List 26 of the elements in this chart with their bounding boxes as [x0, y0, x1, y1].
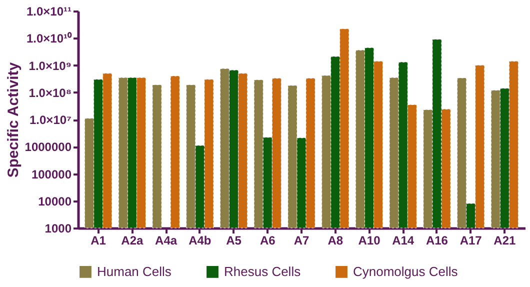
y-tick-label: 1.0×10⁷	[30, 113, 72, 127]
y-tick-label: 1.0×10⁸	[28, 86, 72, 100]
y-tick-label: 1000	[44, 222, 72, 236]
x-tick-label: A5	[226, 234, 242, 248]
x-tick-label: A21	[494, 234, 516, 248]
x-tick-label: A2a	[121, 234, 144, 248]
legend-label: Cynomolgus Cells	[353, 264, 458, 279]
y-tick-label: 1000000	[24, 140, 72, 154]
y-tick-label: 1.0×10¹⁰	[26, 32, 72, 46]
x-tick-label: A10	[358, 234, 381, 248]
x-tick-label: A8	[328, 234, 344, 248]
x-tick-label: A4b	[188, 234, 212, 248]
x-tick-label: A14	[392, 234, 414, 248]
x-tick-label: A16	[426, 234, 448, 248]
legend-label: Human Cells	[97, 264, 172, 279]
y-tick-label: 10000	[38, 194, 72, 208]
y-tick-label: 1.0×10⁹	[28, 58, 72, 73]
y-tick-label: 100000	[31, 167, 72, 182]
x-tick-label: A1	[90, 234, 106, 248]
x-tick-label: A4a	[155, 234, 178, 248]
x-tick-label: A7	[294, 234, 310, 248]
x-tick-label: A17	[460, 234, 482, 248]
y-tick-label: 1.0×10¹¹	[26, 4, 72, 18]
legend-label: Rhesus Cells	[224, 264, 302, 279]
x-tick-label: A6	[260, 234, 276, 248]
y-axis-title: Specific Activity	[4, 62, 22, 178]
